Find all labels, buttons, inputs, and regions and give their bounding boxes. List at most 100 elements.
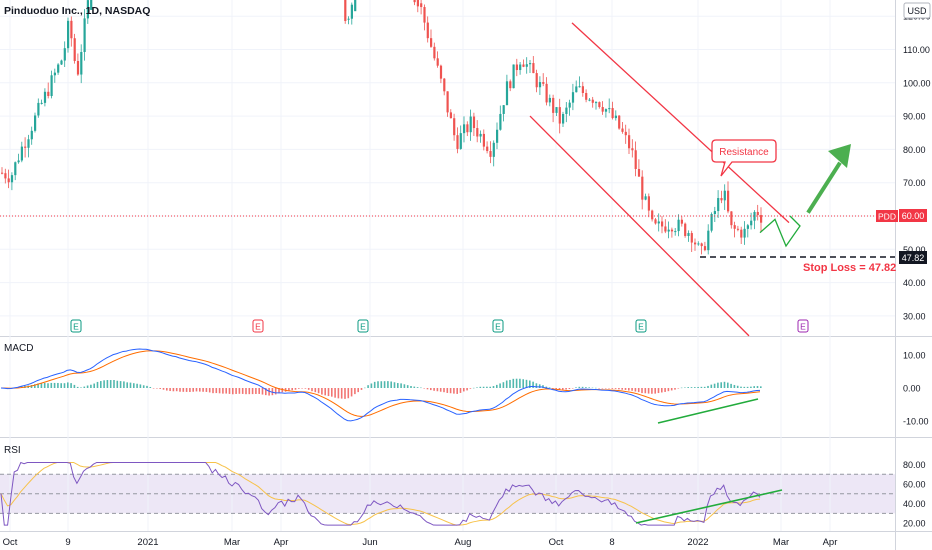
macd-histogram-bar [261,388,264,395]
macd-histogram-bar [568,388,571,390]
time-tick-label: Jun [362,537,377,548]
candle-body [595,102,598,104]
macd-histogram-bar [251,388,254,395]
macd-histogram-bar [433,388,435,391]
currency-badge[interactable] [903,2,931,19]
macd-histogram-bar [337,388,340,399]
macd-histogram-bar [400,383,402,388]
candle-body [545,83,548,103]
macd-histogram-bar [575,387,577,388]
macd-histogram-bar [618,388,620,390]
macd-histogram-bar [195,388,198,392]
macd-histogram-bar [100,381,102,388]
macd-histogram-bar [307,388,310,390]
candle-body [350,4,353,19]
macd-histogram-bar [321,388,323,395]
macd-histogram-bar [291,388,293,391]
macd-histogram-bar [548,387,551,388]
macd-histogram-bar [60,383,62,388]
candle-body [720,198,723,201]
macd-histogram-bar [532,381,534,388]
macd-histogram-bar [727,382,729,388]
macd-histogram-bar [509,379,511,388]
candle-body [598,102,601,108]
macd-histogram-bar [116,380,119,388]
macd-histogram-bar [311,388,313,392]
macd-histogram [1,378,762,399]
candle-body [631,148,634,151]
macd-histogram-bar [73,384,76,388]
time-tick-label: 2021 [137,537,158,548]
current-price-badge [899,209,927,222]
candle-body [70,20,73,39]
bullish-arrow-shaft [806,161,842,214]
macd-histogram-bar [439,388,442,392]
macd-histogram-bar [601,388,604,389]
macd-histogram-bar [446,388,449,393]
macd-histogram-bar [657,388,660,394]
macd-histogram-bar [641,388,643,394]
macd-histogram-bar [93,383,95,388]
candle-body [618,115,621,129]
candle-body [505,81,509,106]
macd-histogram-bar [740,386,742,388]
macd-histogram-bar [383,381,386,388]
rsi-tick-label: 80.00 [903,460,926,470]
macd-histogram-bar [37,383,39,388]
candle-body [717,198,720,212]
macd-histogram-bar [628,388,630,391]
candle-body [436,58,439,66]
candle-body [476,128,479,137]
macd-histogram-bar [40,383,43,388]
time-tick-label: Aug [455,537,472,548]
candle-body [354,0,357,12]
earnings-marker-label: E [255,322,261,332]
currency-label: USD [907,6,927,16]
macd-histogram-bar [245,388,247,395]
macd-histogram-bar [403,384,406,388]
macd-histogram-bar [479,386,482,388]
candle-body [50,75,53,97]
macd-histogram-bar [126,382,128,388]
macd-histogram-bar [327,388,330,397]
macd-histogram-bar [492,386,495,388]
macd-histogram-bar [604,388,607,389]
macd-histogram-bar [136,383,138,388]
macd-histogram-bar [753,386,755,388]
candle-body [736,228,740,230]
macd-histogram-bar [703,386,706,388]
macd-histogram-bar [723,381,726,388]
candle-body [743,228,746,238]
candle-body [674,231,677,233]
candle-body [522,64,525,67]
macd-histogram-bar [750,386,752,388]
macd-histogram-bar [393,382,396,388]
candle-body [67,20,70,49]
candle-body [700,243,703,247]
candle-body [661,221,664,227]
candle-body [76,60,80,75]
candle-body [496,129,499,143]
time-tick-label: Apr [274,537,289,548]
macd-histogram-bar [146,385,148,388]
candle-body [532,63,535,74]
rsi-tick-label: 20.00 [903,519,926,529]
earnings-marker-label: E [495,322,501,332]
macd-histogram-bar [690,387,693,388]
macd-histogram-bar [482,386,485,388]
macd-histogram-bar [212,388,214,394]
time-tick-label: Oct [549,537,564,548]
candle-body [14,162,17,176]
macd-histogram-bar [106,380,109,388]
macd-histogram-bar [736,385,739,388]
candle-body [628,135,631,149]
macd-histogram-bar [129,382,132,388]
time-tick-label: Mar [224,537,240,548]
candle-body [420,3,423,8]
macd-histogram-bar [63,383,66,388]
macd-histogram-bar [670,388,673,391]
macd-histogram-bar [647,388,650,394]
macd-histogram-bar [472,387,475,389]
candle-body [746,225,749,229]
